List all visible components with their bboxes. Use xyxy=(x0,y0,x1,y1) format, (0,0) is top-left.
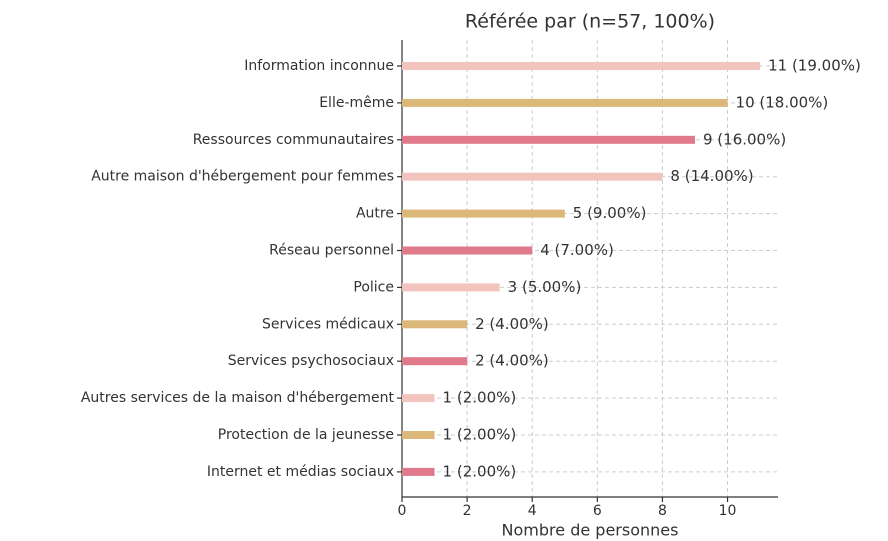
bar xyxy=(402,62,761,70)
value-label: 9 (16.00%) xyxy=(703,130,786,148)
y-tick-label: Autres services de la maison d'hébergeme… xyxy=(81,390,395,406)
bar xyxy=(402,172,663,181)
x-tick-label: 8 xyxy=(658,503,667,519)
y-tick-label: Ressources communautaires xyxy=(193,132,394,148)
y-tick-label: Services psychosociaux xyxy=(228,353,394,369)
bar xyxy=(402,357,468,366)
y-tick-label: Réseau personnel xyxy=(269,243,394,259)
bar xyxy=(402,135,695,144)
bar xyxy=(402,320,468,329)
x-tick-label: 4 xyxy=(528,503,537,519)
y-tick-label: Information inconnue xyxy=(244,58,394,74)
bar xyxy=(402,98,728,107)
value-label: 11 (19.00%) xyxy=(768,57,861,75)
value-label: 2 (4.00%) xyxy=(475,315,549,333)
x-tick-label: 10 xyxy=(719,503,737,519)
value-label: 4 (7.00%) xyxy=(540,241,614,259)
y-tick-label: Autre maison d'hébergement pour femmes xyxy=(91,169,394,185)
value-label: 2 (4.00%) xyxy=(475,352,549,370)
value-label: 5 (9.00%) xyxy=(573,204,647,222)
value-label: 10 (18.00%) xyxy=(736,93,829,111)
bar xyxy=(402,467,435,476)
y-tick-label: Internet et médias sociaux xyxy=(207,464,394,480)
x-axis-label: Nombre de personnes xyxy=(502,521,679,540)
y-tick-label: Protection de la jeunesse xyxy=(218,427,394,443)
y-tick-label: Elle-même xyxy=(319,95,394,111)
y-tick-label: Police xyxy=(353,279,394,295)
value-label: 3 (5.00%) xyxy=(508,278,582,296)
chart-title: Référée par (n=57, 100%) xyxy=(465,11,715,33)
x-tick-label: 0 xyxy=(398,503,407,519)
bar xyxy=(402,283,500,292)
bar xyxy=(402,394,435,403)
y-tick-label: Autre xyxy=(356,206,394,222)
value-label: 1 (2.00%) xyxy=(443,426,517,444)
y-tick-label: Services médicaux xyxy=(262,316,394,332)
value-label: 1 (2.00%) xyxy=(443,389,517,407)
x-tick-label: 2 xyxy=(463,503,472,519)
x-tick-label: 6 xyxy=(593,503,602,519)
bar xyxy=(402,209,565,218)
bar xyxy=(402,431,435,439)
value-label: 1 (2.00%) xyxy=(443,462,517,480)
value-label: 8 (14.00%) xyxy=(670,167,753,185)
bar xyxy=(402,246,533,255)
